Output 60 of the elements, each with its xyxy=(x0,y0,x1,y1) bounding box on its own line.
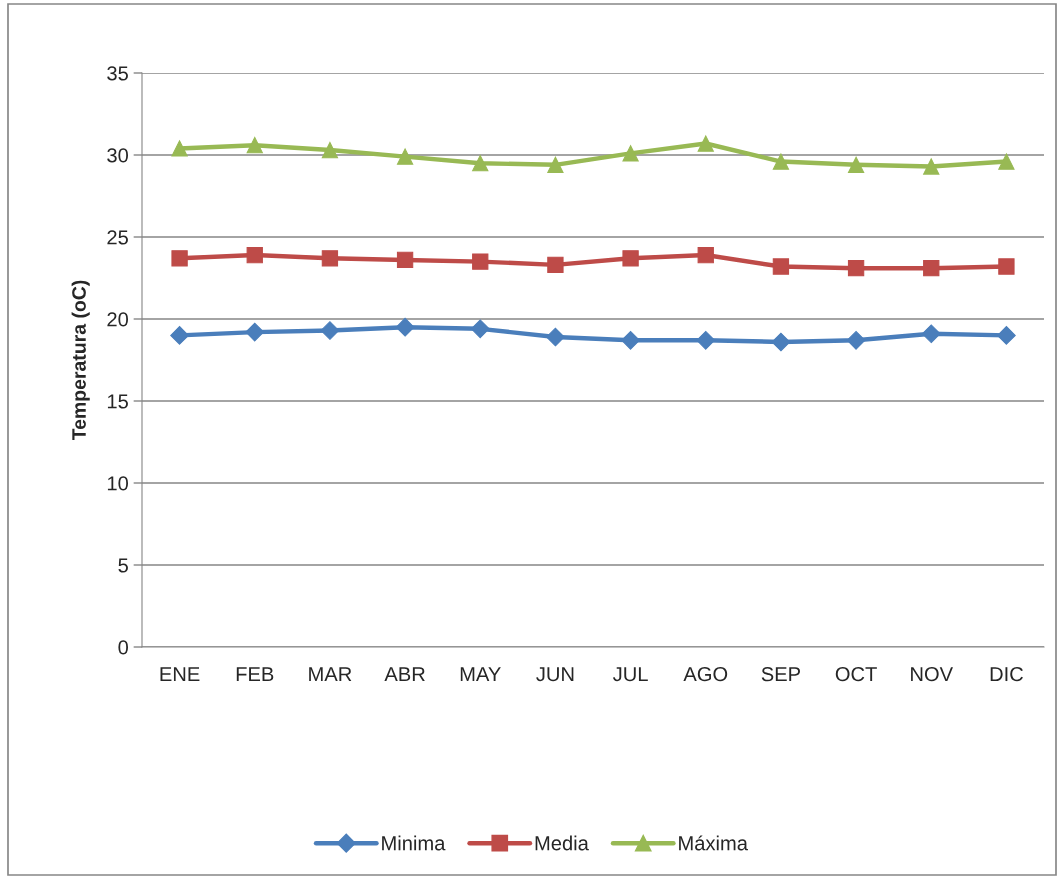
y-tick-label: 20 xyxy=(107,312,129,327)
point xyxy=(472,155,489,172)
y-tick-label: 0 xyxy=(118,640,129,655)
point xyxy=(546,327,565,347)
point xyxy=(321,250,339,267)
point xyxy=(998,258,1015,275)
y-tick-label: 15 xyxy=(107,394,128,409)
x-tick-label: ABR xyxy=(384,667,425,682)
point xyxy=(246,137,263,154)
x-tick-label: ENE xyxy=(160,667,200,682)
x-tick-label: JUN xyxy=(536,667,574,682)
point xyxy=(771,332,791,352)
x-tick-label: FEB xyxy=(236,667,274,682)
legend-label: Media xyxy=(535,835,589,851)
point xyxy=(622,250,639,267)
point xyxy=(171,250,188,267)
y-tick-label: 30 xyxy=(107,148,129,163)
point xyxy=(396,148,414,165)
x-tick-label: MAY xyxy=(460,667,501,682)
point xyxy=(472,253,489,270)
point xyxy=(697,135,714,152)
point xyxy=(772,258,790,275)
point xyxy=(547,256,564,274)
x-tick-label: MAR xyxy=(309,667,352,682)
point xyxy=(321,141,339,159)
point xyxy=(395,317,415,337)
y-axis-title: Temperatura (oC) xyxy=(71,280,90,441)
point xyxy=(170,326,189,345)
point xyxy=(621,330,640,350)
point xyxy=(396,251,414,269)
point xyxy=(847,156,865,173)
point xyxy=(246,246,263,264)
x-tick-label: DIC xyxy=(990,666,1023,682)
point xyxy=(547,156,564,173)
point xyxy=(998,153,1015,170)
point xyxy=(923,158,940,175)
point xyxy=(696,330,716,350)
y-tick-label: 10 xyxy=(107,476,129,491)
point xyxy=(245,322,265,342)
point xyxy=(772,153,790,170)
point xyxy=(921,324,941,344)
x-tick-label: NOV xyxy=(911,666,953,682)
x-tick-label: AGO xyxy=(683,666,728,682)
point xyxy=(697,246,714,264)
legend-label: Minima xyxy=(382,835,446,851)
point xyxy=(320,321,340,340)
y-tick-label: 35 xyxy=(107,66,128,81)
legend-label: Máxima xyxy=(679,835,748,851)
point xyxy=(997,326,1016,345)
x-tick-label: OCT xyxy=(835,666,877,682)
y-tick-label: 5 xyxy=(118,558,128,573)
point xyxy=(622,145,639,162)
point xyxy=(923,260,940,277)
x-tick-label: JUL xyxy=(612,667,648,682)
y-tick-label: 25 xyxy=(107,230,128,245)
point xyxy=(171,140,188,157)
point xyxy=(846,330,866,350)
x-tick-label: SEP xyxy=(761,666,800,682)
point xyxy=(470,319,490,339)
point xyxy=(847,260,865,277)
